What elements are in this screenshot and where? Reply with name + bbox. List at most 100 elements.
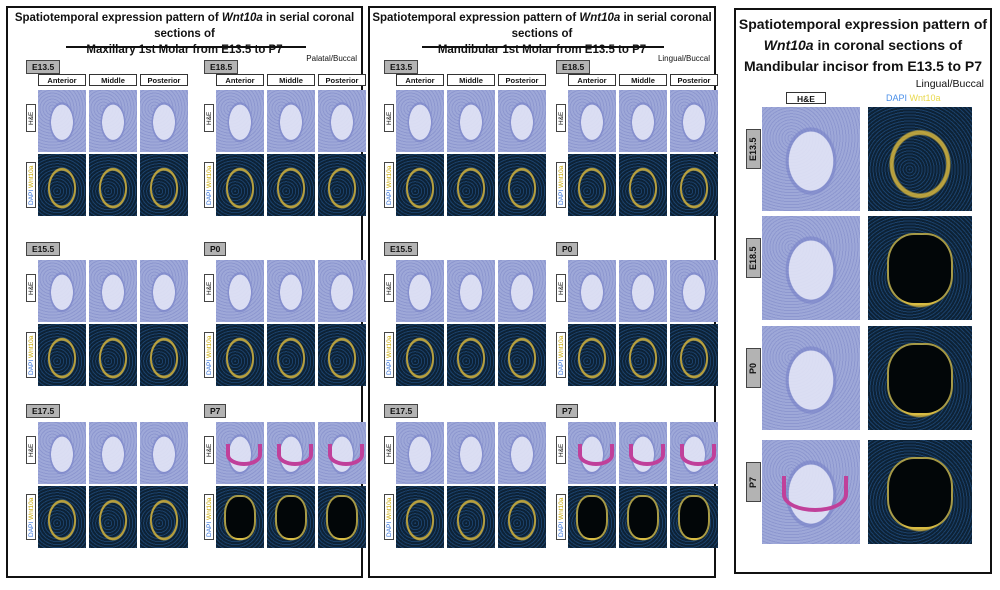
dapi-label: DAPI [206, 189, 213, 205]
row-label-he: H&E [556, 274, 566, 302]
row-label-he: H&E [556, 436, 566, 464]
row-label-dapi-wnt10a: DAPI Wnt10a [384, 332, 394, 378]
mandibular-incisor-panel: Spatiotemporal expression pattern of Wnt… [734, 8, 992, 574]
he-section-image [670, 260, 718, 322]
he-section-image [216, 422, 264, 484]
fluorescence-section-image [619, 154, 667, 216]
row-label-he: H&E [556, 104, 566, 132]
fluorescence-section-image [447, 324, 495, 386]
row-label-dapi-wnt10a: DAPI Wnt10a [204, 162, 214, 208]
dapi-label: DAPI [886, 93, 908, 103]
fluorescence-section-image [868, 216, 972, 320]
title-text: in serial coronal sections of [511, 12, 712, 40]
wnt10a-label: Wnt10a [28, 335, 35, 358]
fluorescence-section-image [498, 154, 546, 216]
he-section-image [498, 90, 546, 152]
dapi-label: DAPI [558, 359, 565, 375]
stage-label: E15.5 [26, 242, 61, 256]
fluorescence-section-image [38, 324, 86, 386]
fluorescence-section-image [619, 486, 667, 548]
fluorescence-section-image [396, 324, 444, 386]
he-section-image [670, 422, 718, 484]
he-section-image [140, 422, 188, 484]
dapi-label: DAPI [558, 189, 565, 205]
maxillary-molar-panel: Spatiotemporal expression pattern of Wnt… [6, 6, 366, 578]
fluorescence-section-image [267, 486, 315, 548]
he-section-image [318, 90, 366, 152]
fluorescence-section-image [89, 324, 137, 386]
he-section-image [498, 422, 546, 484]
panel-title: Spatiotemporal expression pattern of Wnt… [8, 10, 361, 58]
row-label-he: H&E [26, 274, 36, 302]
stage-label: E13.5 [384, 60, 419, 74]
stage-label: E18.5 [556, 60, 591, 74]
wnt10a-label: Wnt10a [386, 497, 393, 520]
wnt10a-label: Wnt10a [206, 335, 213, 358]
he-section-image [762, 440, 860, 544]
stage-label: P7 [556, 404, 579, 418]
fluorescence-section-image [568, 154, 616, 216]
orientation-label: Palatal/Buccal [306, 54, 357, 63]
dapi-label: DAPI [386, 189, 393, 205]
he-section-image [89, 260, 137, 322]
column-header: Posterior [318, 74, 366, 86]
column-header: Posterior [670, 74, 718, 86]
column-header-he: H&E [786, 92, 826, 104]
column-header: Anterior [568, 74, 616, 86]
wnt10a-label: Wnt10a [28, 165, 35, 188]
dapi-label: DAPI [28, 189, 35, 205]
he-section-image [619, 260, 667, 322]
gene-name: Wnt10a [221, 12, 263, 24]
fluorescence-section-image [568, 486, 616, 548]
he-section-image [216, 90, 264, 152]
wnt10a-label: Wnt10a [909, 93, 941, 103]
stage-label: E17.5 [384, 404, 419, 418]
column-header: Anterior [216, 74, 264, 86]
dapi-label: DAPI [28, 359, 35, 375]
column-header: Middle [267, 74, 315, 86]
gene-name: Wnt10a [763, 37, 814, 53]
mandibular-molar-panel: Spatiotemporal expression pattern of Wnt… [368, 6, 718, 578]
row-label-dapi-wnt10a: DAPI Wnt10a [384, 494, 394, 540]
column-header: Posterior [140, 74, 188, 86]
row-label-he: H&E [204, 274, 214, 302]
fluorescence-section-image [89, 154, 137, 216]
fluorescence-section-image [318, 324, 366, 386]
row-label-dapi-wnt10a: DAPI Wnt10a [556, 332, 566, 378]
fluorescence-section-image [670, 486, 718, 548]
row-label-dapi-wnt10a: DAPI Wnt10a [26, 494, 36, 540]
he-section-image [38, 422, 86, 484]
fluorescence-section-image [140, 324, 188, 386]
fluorescence-section-image [498, 486, 546, 548]
orientation-label: Lingual/Buccal [915, 78, 984, 90]
stage-label: E18.5 [204, 60, 239, 74]
stage-label: E13.5 [26, 60, 61, 74]
he-section-image [38, 260, 86, 322]
fluorescence-section-image [670, 324, 718, 386]
wnt10a-label: Wnt10a [206, 165, 213, 188]
he-section-image [140, 90, 188, 152]
he-section-image [762, 216, 860, 320]
wnt10a-label: Wnt10a [206, 497, 213, 520]
orientation-label: Lingual/Buccal [657, 54, 710, 63]
he-section-image [568, 90, 616, 152]
wnt10a-label: Wnt10a [28, 497, 35, 520]
title-line3: Mandibular incisor from E13.5 to P7 [743, 58, 983, 74]
row-label-he: H&E [204, 104, 214, 132]
column-header: Middle [89, 74, 137, 86]
he-section-image [267, 90, 315, 152]
he-section-image [140, 260, 188, 322]
fluorescence-section-image [568, 324, 616, 386]
fluorescence-section-image [868, 440, 972, 544]
wnt10a-label: Wnt10a [558, 165, 565, 188]
column-header: Middle [619, 74, 667, 86]
wnt10a-label: Wnt10a [386, 165, 393, 188]
he-section-image [762, 107, 860, 211]
dapi-label: DAPI [386, 521, 393, 537]
panel-title: Spatiotemporal expression pattern of Wnt… [736, 14, 990, 77]
fluorescence-section-image [216, 154, 264, 216]
row-label-he: H&E [204, 436, 214, 464]
stage-label: P0 [556, 242, 579, 256]
he-section-image [267, 422, 315, 484]
fluorescence-section-image [868, 326, 972, 430]
